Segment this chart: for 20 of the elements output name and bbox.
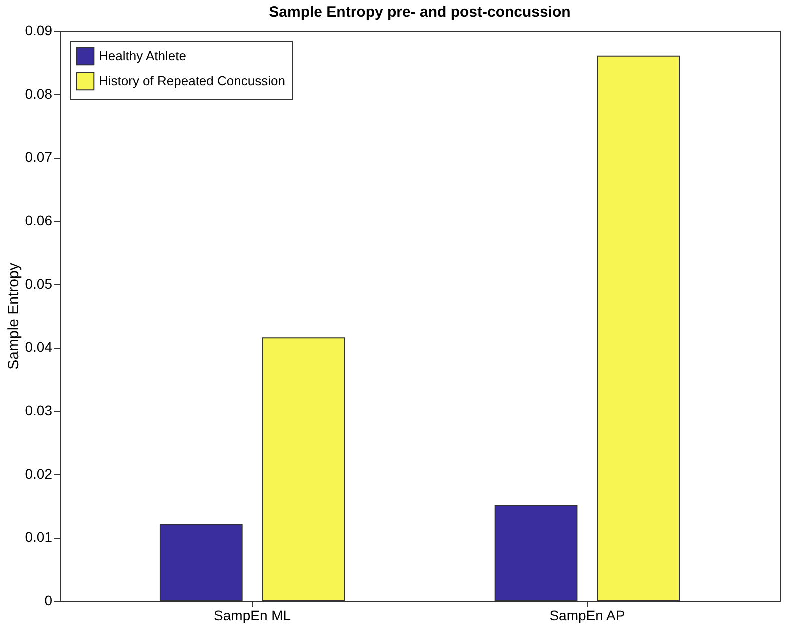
y-tick-label: 0.01 xyxy=(25,529,53,546)
y-tick-label: 0.07 xyxy=(25,149,53,166)
bar xyxy=(262,338,346,602)
bar xyxy=(160,524,243,602)
y-tick-label: 0.06 xyxy=(25,212,53,228)
y-tick-label: 0.03 xyxy=(25,402,53,418)
y-tick-label: 0.09 xyxy=(25,22,53,38)
x-tick-label: SampEn ML xyxy=(214,608,292,624)
y-tick-label: 0.05 xyxy=(25,276,53,292)
legend-label: History of Repeated Concussion xyxy=(99,74,286,88)
y-tick-label: 0 xyxy=(44,592,53,608)
y-axis-title: Sample Entropy xyxy=(5,262,22,370)
x-tick-label: SampEn AP xyxy=(550,608,626,624)
y-tick-label: 0.04 xyxy=(25,339,53,356)
y-tick-label: 0.08 xyxy=(25,86,53,102)
bar xyxy=(494,506,578,602)
legend-label: Healthy Athlete xyxy=(99,48,186,64)
bar xyxy=(597,56,680,602)
chart-title: Sample Entropy pre- and post-concussion xyxy=(269,4,571,21)
y-tick-label: 0.02 xyxy=(25,466,53,482)
